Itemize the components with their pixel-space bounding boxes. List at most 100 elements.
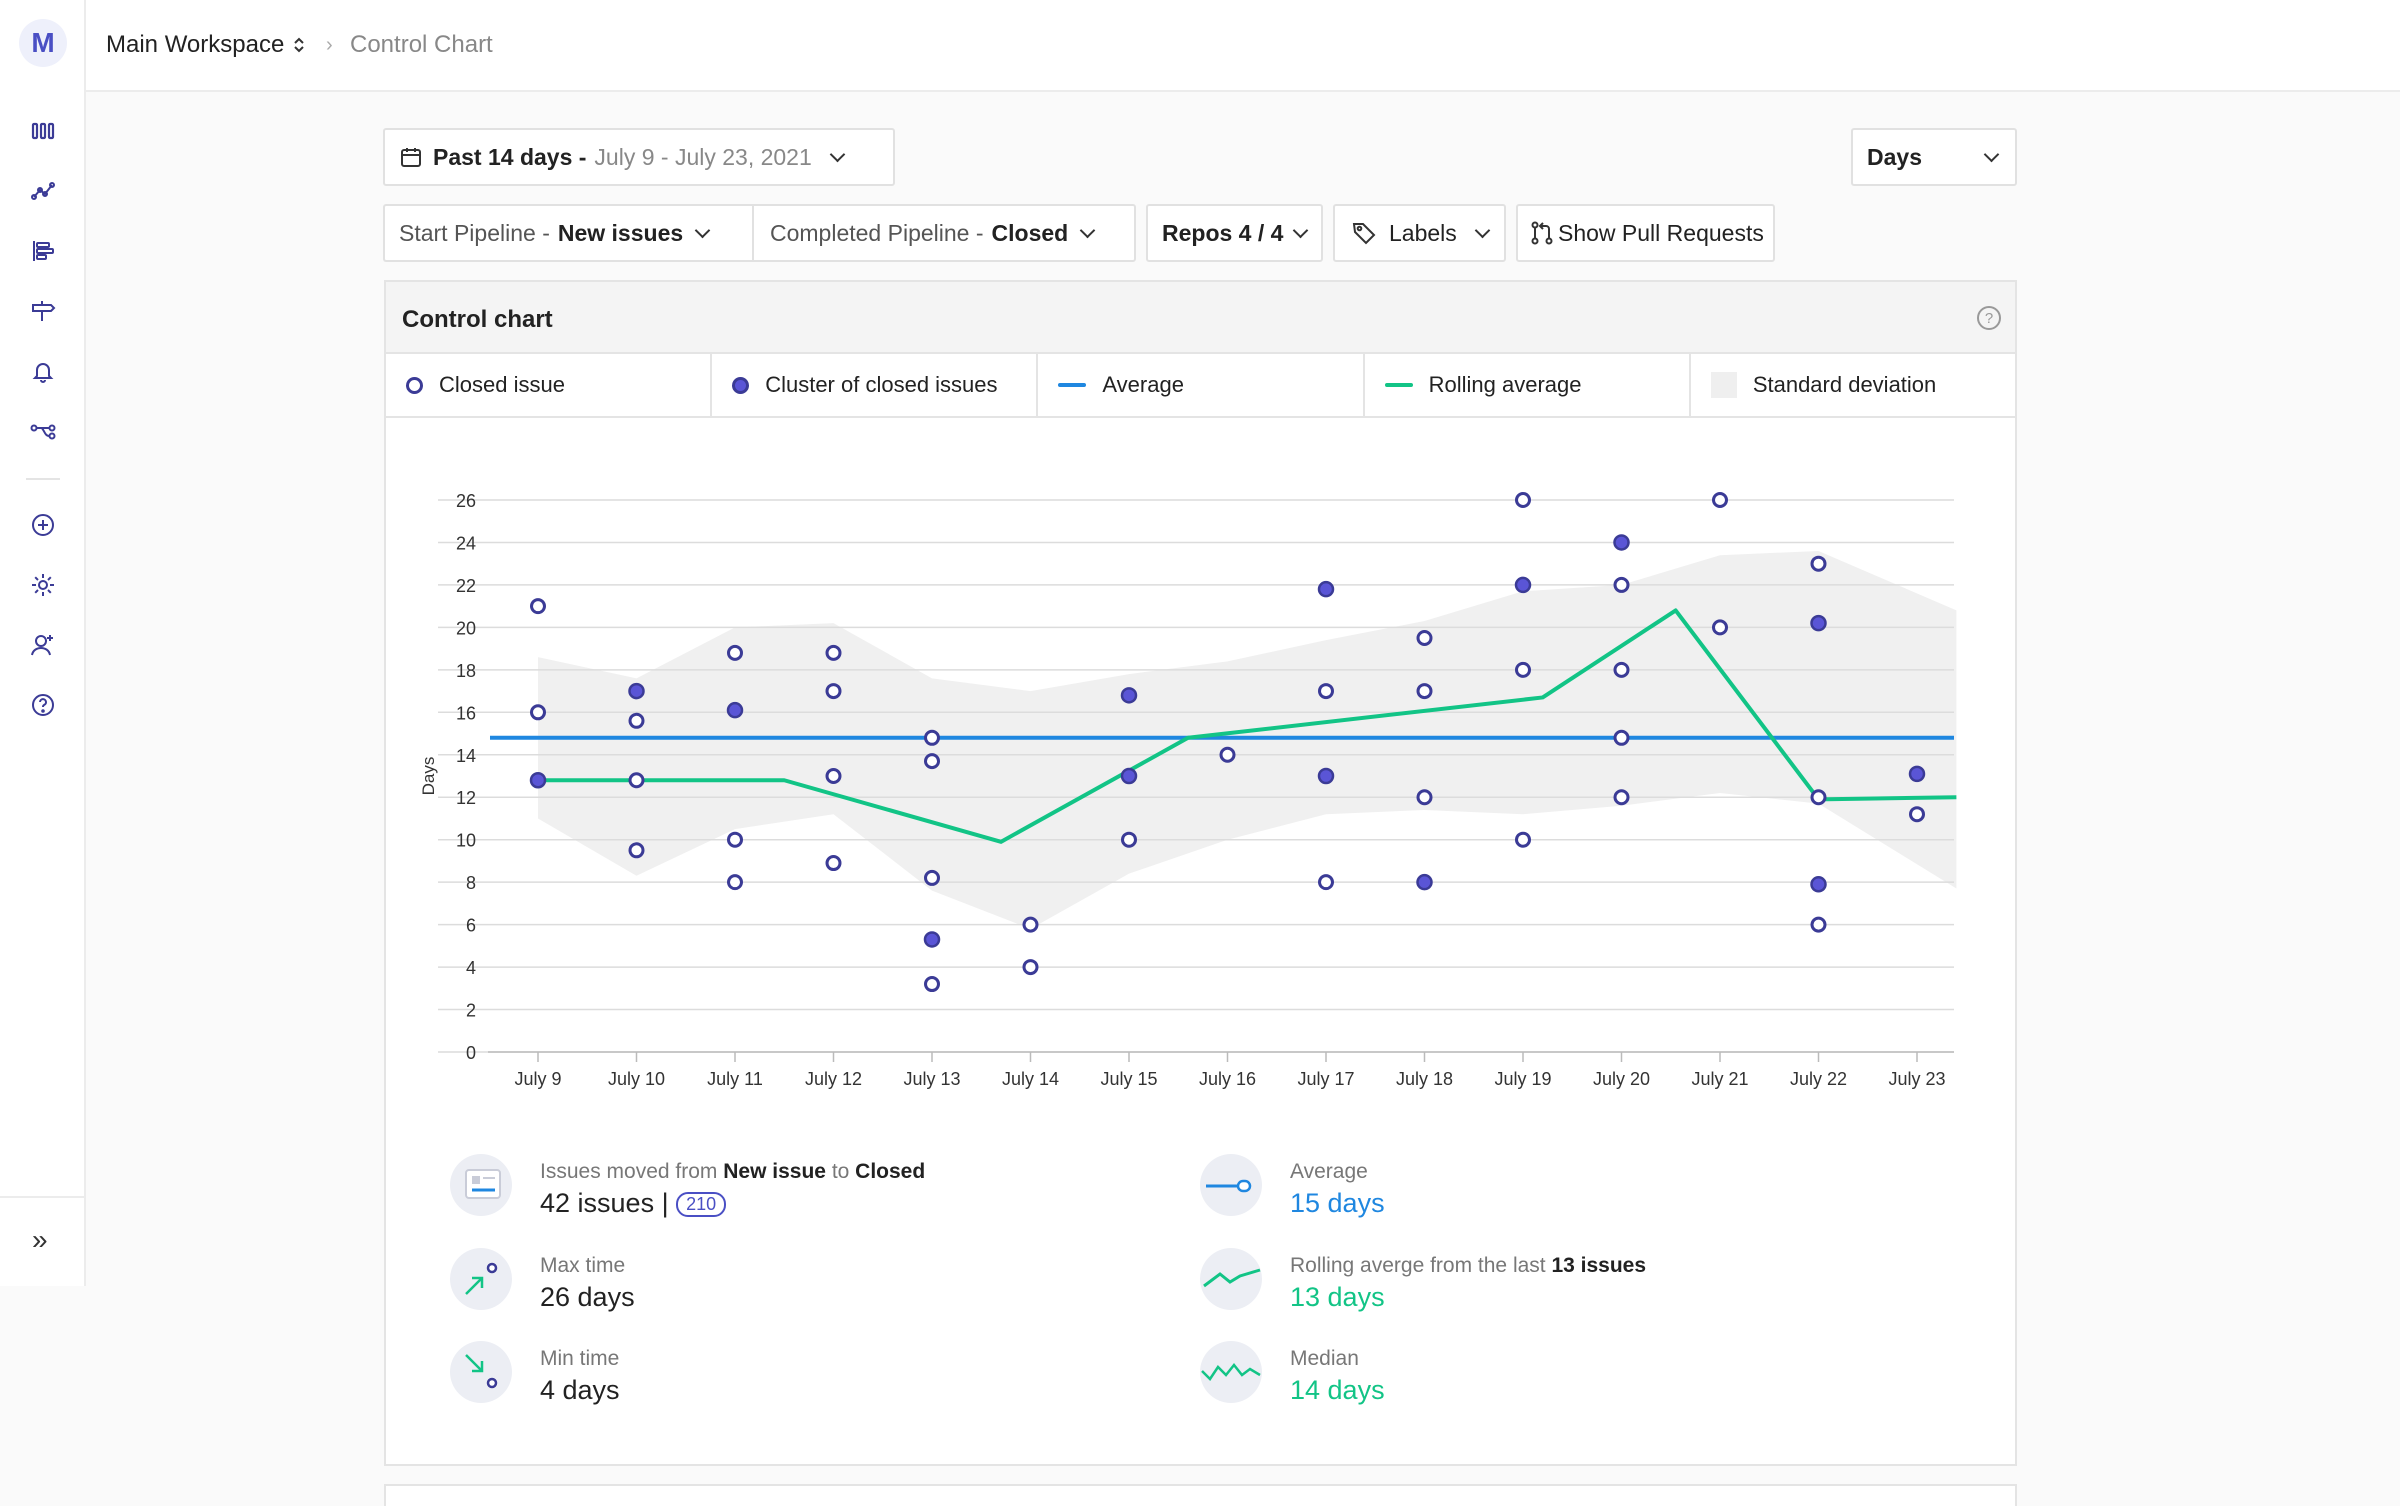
help-icon[interactable]: [26, 688, 60, 722]
stat-label: Median: [1290, 1347, 1359, 1370]
closed-issue-point: [1515, 661, 1531, 678]
closed-issue-point: [1318, 874, 1334, 891]
y-tick-label: 22: [456, 576, 476, 596]
issues-card-icon: [450, 1154, 512, 1216]
start-pipeline-dropdown[interactable]: Start Pipeline - New issues: [383, 204, 754, 262]
stat-label: Min time: [540, 1347, 620, 1370]
help-icon[interactable]: ?: [1977, 306, 2001, 330]
labels-dropdown[interactable]: Labels: [1333, 204, 1506, 262]
x-tick-label: July 21: [1691, 1069, 1748, 1089]
sidebar: M »: [0, 0, 86, 1286]
cluster-point: [628, 682, 645, 700]
legend-label: Rolling average: [1428, 372, 1582, 397]
legend-rolling-average[interactable]: Rolling average: [1365, 354, 1691, 416]
stat-median: Median 14 days: [1200, 1341, 1385, 1406]
graph-icon[interactable]: [26, 174, 60, 208]
stat-value: 14 days: [1290, 1375, 1385, 1405]
show-pull-requests-button[interactable]: Show Pull Requests: [1516, 204, 1775, 262]
add-icon[interactable]: [26, 508, 60, 542]
sidebar-footer: »: [0, 1196, 86, 1286]
zigzag-icon: [1200, 1248, 1262, 1310]
x-tick-label: July 20: [1593, 1069, 1650, 1089]
repos-label: Repos 4 / 4: [1162, 219, 1284, 246]
bell-icon[interactable]: [26, 354, 60, 388]
breadcrumb-separator-icon: ›: [326, 34, 333, 56]
cluster-point: [1810, 614, 1827, 632]
roadmap-icon[interactable]: [26, 234, 60, 268]
calendar-icon: [401, 148, 421, 167]
expand-sidebar-icon[interactable]: »: [32, 1224, 48, 1255]
signpost-icon[interactable]: [26, 294, 60, 328]
closed-issue-point: [1810, 789, 1827, 806]
closed-issue-point: [924, 869, 940, 886]
control-chart-card: Control chart ? Closed issue Cluster of …: [384, 280, 2017, 1466]
x-tick-label: July 19: [1494, 1069, 1551, 1089]
closed-issue-point: [924, 729, 940, 746]
closed-issue-point: [1613, 789, 1630, 806]
cluster-point: [1908, 765, 1926, 783]
legend-cluster[interactable]: Cluster of closed issues: [712, 354, 1039, 416]
chevron-updown-icon: [294, 37, 305, 53]
chevron-down-icon: [1474, 222, 1491, 238]
closed-issue-point: [727, 874, 743, 891]
stat-label: Max time: [540, 1254, 626, 1277]
chevron-down-icon: [694, 222, 711, 238]
legend-standard-deviation[interactable]: Standard deviation: [1691, 354, 2015, 416]
closed-issue-point: [1810, 555, 1827, 572]
x-tick-label: July 11: [707, 1069, 763, 1089]
cluster-point: [529, 771, 547, 789]
topbar: Main Workspace › Control Chart: [86, 0, 2400, 92]
wave-icon: [1200, 1341, 1262, 1403]
y-tick-label: 24: [456, 533, 476, 553]
workspace-avatar[interactable]: M: [19, 19, 67, 67]
closed-issue-point: [1219, 746, 1236, 763]
stat-average: Average 15 days: [1200, 1154, 1385, 1219]
filled-circle-icon: [732, 376, 750, 394]
completed-pipeline-label: Completed Pipeline -: [770, 219, 984, 246]
line-swatch-icon: [1384, 383, 1413, 387]
breadcrumb-current: Control Chart: [350, 31, 493, 58]
show-pull-requests-label: Show Pull Requests: [1558, 219, 1764, 246]
closed-issue-point: [1909, 806, 1925, 823]
cluster-point: [923, 931, 941, 948]
legend-label: Cluster of closed issues: [765, 372, 998, 397]
completed-pipeline-dropdown[interactable]: Completed Pipeline - Closed: [752, 204, 1136, 262]
y-tick-label: 14: [456, 746, 476, 766]
closed-issue-point: [1613, 729, 1630, 746]
closed-issue-point: [924, 753, 940, 770]
repos-dropdown[interactable]: Repos 4 / 4: [1146, 204, 1323, 262]
y-tick-label: 26: [456, 491, 476, 511]
line-swatch-icon: [1058, 383, 1087, 387]
legend-average[interactable]: Average: [1038, 354, 1365, 416]
x-tick-label: July 13: [903, 1069, 960, 1089]
closed-issue-point: [530, 704, 546, 721]
closed-issue-point: [628, 772, 645, 789]
slider-icon: [1200, 1154, 1262, 1216]
x-tick-label: July 18: [1396, 1069, 1453, 1089]
closed-issue-point: [825, 683, 842, 700]
x-tick-label: July 16: [1199, 1069, 1256, 1089]
x-tick-label: July 15: [1100, 1069, 1157, 1089]
x-tick-label: July 17: [1297, 1069, 1354, 1089]
stat-label: Issues moved from New issue to Closed: [540, 1160, 926, 1183]
workflow-icon[interactable]: [26, 414, 60, 448]
closed-issue-point: [727, 831, 743, 848]
cluster-point: [1317, 580, 1335, 598]
granularity-dropdown[interactable]: Days: [1851, 128, 2017, 186]
cluster-point: [1810, 876, 1827, 893]
cluster-point: [1514, 576, 1532, 594]
date-range-label: Past 14 days -: [433, 143, 587, 170]
legend-closed-issue[interactable]: Closed issue: [386, 354, 713, 416]
chevron-down-icon: [1079, 222, 1096, 238]
date-range-dropdown[interactable]: Past 14 days - July 9 - July 23, 2021: [383, 128, 895, 186]
area-swatch-icon: [1710, 372, 1737, 398]
workspace-switcher[interactable]: Main Workspace: [106, 31, 306, 59]
y-tick-label: 4: [466, 958, 476, 978]
add-user-icon[interactable]: [26, 628, 60, 662]
gear-icon[interactable]: [26, 568, 60, 602]
stat-value: 42 issues | 210: [540, 1188, 925, 1219]
board-icon[interactable]: [26, 114, 60, 148]
issue-count-badge[interactable]: 210: [676, 1192, 727, 1218]
std-deviation-band: [538, 550, 1957, 929]
y-tick-label: 6: [466, 916, 476, 936]
